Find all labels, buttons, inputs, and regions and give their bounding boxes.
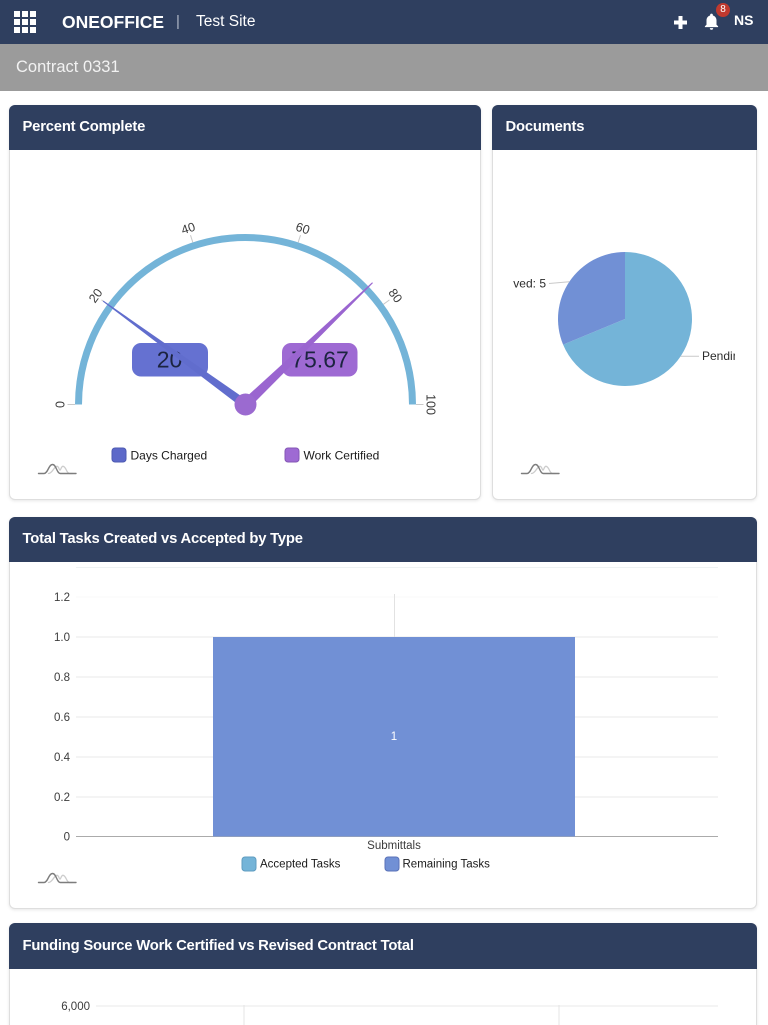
svg-text:Work Certified: Work Certified xyxy=(304,449,380,463)
svg-text:1: 1 xyxy=(391,731,397,743)
svg-text:Submittals: Submittals xyxy=(367,840,421,852)
svg-text:0: 0 xyxy=(64,832,70,844)
svg-text:100: 100 xyxy=(424,394,438,415)
svg-text:0: 0 xyxy=(54,401,68,408)
svg-text:1.0: 1.0 xyxy=(54,632,70,644)
svg-text:0.4: 0.4 xyxy=(54,752,71,764)
svg-text:80: 80 xyxy=(385,286,405,306)
svg-text:40: 40 xyxy=(180,220,198,238)
svg-text:1.2: 1.2 xyxy=(54,592,70,604)
svg-text:6,000: 6,000 xyxy=(61,1001,90,1013)
svg-text:Approved: 5: Approved: 5 xyxy=(513,277,546,291)
svg-text:0.2: 0.2 xyxy=(54,792,70,804)
svg-text:Pending: 11: Pending: 11 xyxy=(702,349,735,363)
svg-text:Accepted Tasks: Accepted Tasks xyxy=(260,859,341,871)
svg-text:Remaining Tasks: Remaining Tasks xyxy=(403,859,491,871)
svg-text:60: 60 xyxy=(294,220,312,238)
svg-text:0.6: 0.6 xyxy=(54,712,70,724)
svg-text:Days Charged: Days Charged xyxy=(131,449,208,463)
svg-text:0.8: 0.8 xyxy=(54,672,70,684)
svg-text:20: 20 xyxy=(86,286,106,306)
